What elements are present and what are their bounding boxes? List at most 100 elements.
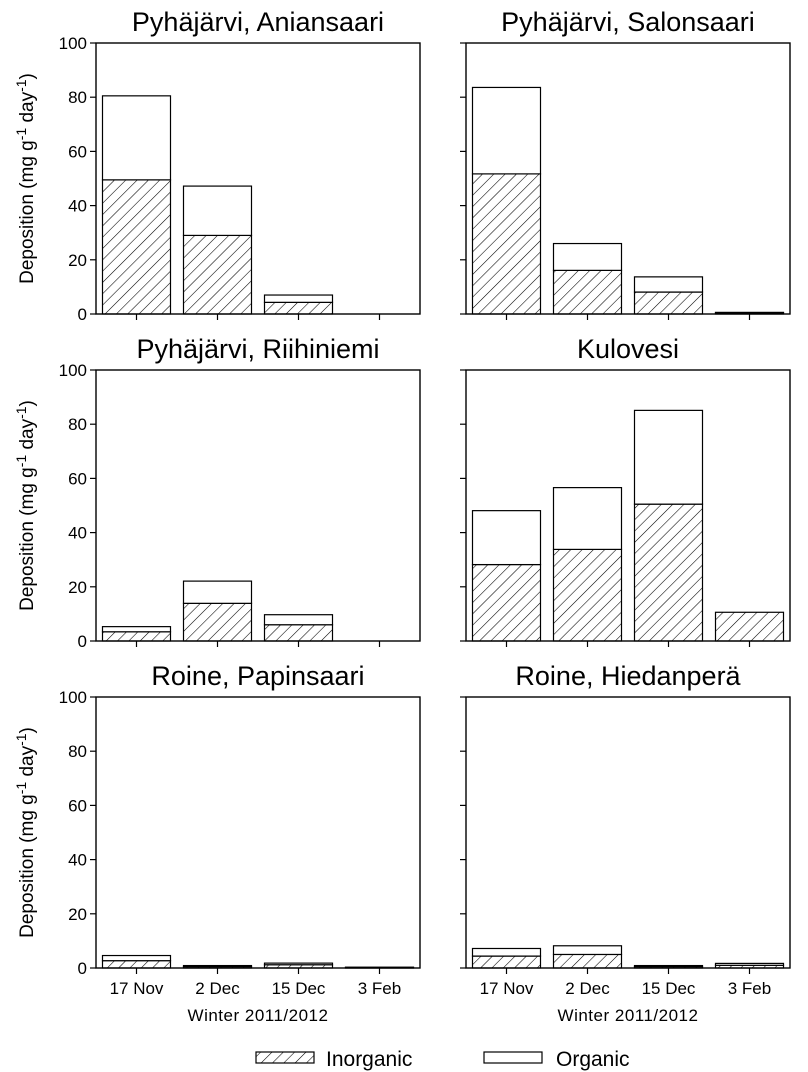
panel-pyhajarvi-salonsaari: Pyhäjärvi, Salonsaari [460,7,791,320]
x-tick-label: 3 Feb [358,979,401,998]
bar-inorganic-17-nov [471,173,542,315]
bar-inorganic-17-nov [471,563,542,642]
bar-inorganic-2-dec [182,234,253,315]
y-tick-label: 80 [68,742,87,761]
y-axis-label-superscript: -1 [13,406,29,419]
plot-frame [95,369,421,642]
y-axis-label: Deposition (mg g-1 day-1) [13,400,38,611]
bar-inorganic-15-dec [263,624,334,642]
legend-inorganic-swatch [255,1051,315,1064]
y-axis-label-text: day [17,91,38,127]
panel-kulovesi: Kulovesi [460,334,791,647]
x-tick-label: 2 Dec [195,979,240,998]
bar-organic-15-dec [633,964,704,968]
y-axis-label-superscript: -1 [13,455,29,468]
y-tick-label: 0 [78,959,87,978]
x-axis-label: Winter 2011/2012 [558,1006,699,1025]
bar-inorganic-15-dec [263,301,334,315]
bar-organic-3-feb [714,962,785,966]
bar-inorganic-17-nov [101,631,172,642]
bar-organic-17-nov [471,86,542,175]
bar-organic-2-dec [552,242,623,271]
bar-inorganic-2-dec [552,953,623,969]
x-tick-label: 15 Dec [272,979,326,998]
bar-inorganic-17-nov [101,960,172,969]
y-axis-label-text: Deposition (mg g [17,794,38,938]
bar-organic-2-dec [182,964,253,968]
y-tick-label: 40 [68,197,87,216]
bar-organic-2-dec [182,185,253,237]
y-axis-label-superscript: -1 [13,79,29,92]
y-tick-label: 100 [59,34,87,53]
panel-title: Kulovesi [577,334,679,364]
y-tick-label: 40 [68,851,87,870]
bar-organic-2-dec [552,945,623,956]
y-tick-label: 60 [68,142,87,161]
legend: Inorganic Organic [255,1048,630,1071]
plot-frame [465,42,791,315]
panel-pyhajarvi-riihiniemi: Pyhäjärvi, Riihiniemi 0 20 40 60 80 100 Deposit… [13,334,421,651]
bar-organic-15-dec [263,294,334,303]
legend-organic-label: Organic [556,1048,630,1071]
y-axis-label-superscript: -1 [13,782,29,795]
plot-frame [465,369,791,642]
panel-pyhajarvi-aniansaari: Pyhäjärvi, Aniansaari 0 20 40 60 80 100 Deposit… [13,7,421,324]
y-tick-label: 20 [68,251,87,270]
bar-inorganic-2-dec [182,602,253,642]
y-tick-label: 80 [68,88,87,107]
bar-inorganic-17-nov [101,179,172,315]
bar-organic-17-nov [471,510,542,566]
bar-inorganic-2-dec [552,548,623,642]
bar-organic-3-feb [714,311,785,314]
y-tick-label: 20 [68,578,87,597]
bar-organic-15-dec [263,962,334,966]
x-tick-label: 2 Dec [565,979,610,998]
y-tick-label: 100 [59,688,87,707]
y-tick-label: 60 [68,796,87,815]
bar-organic-17-nov [101,954,172,962]
bar-organic-2-dec [552,487,623,551]
y-axis-label-text: Deposition (mg g [17,467,38,611]
bar-inorganic-17-nov [471,955,542,969]
bar-organic-17-nov [471,947,542,957]
bar-organic-2-dec [182,580,253,604]
y-axis-label-superscript: -1 [13,128,29,141]
x-tick-label: 17 Nov [480,979,534,998]
y-axis-label-text: day [17,418,38,454]
plot-frame [465,696,791,969]
y-axis-label: Deposition (mg g-1 day-1) [13,73,38,284]
panel-title: Pyhäjärvi, Salonsaari [501,7,755,37]
y-axis-label-text: ) [17,400,38,406]
x-tick-label: 17 Nov [110,979,164,998]
bar-organic-17-nov [101,95,172,181]
y-tick-label: 60 [68,469,87,488]
legend-inorganic-label: Inorganic [326,1048,412,1071]
panel-title: Pyhäjärvi, Aniansaari [132,7,384,37]
y-tick-label: 20 [68,905,87,924]
bar-organic-15-dec [263,614,334,626]
x-axis-label: Winter 2011/2012 [188,1006,329,1025]
panel-title: Roine, Hiedanperä [515,661,741,691]
bar-inorganic-3-feb [714,611,785,642]
panel-title: Roine, Papinsaari [151,661,364,691]
y-tick-label: 100 [59,361,87,380]
bar-inorganic-15-dec [633,291,704,315]
bar-organic-15-dec [633,409,704,505]
bar-inorganic-15-dec [633,503,704,642]
y-tick-label: 0 [78,305,87,324]
panel-roine-papinsaari: Roine, Papinsaari 0 20 40 60 80 100 17 Nov 2 Dec… [13,661,421,1025]
plot-frame [95,696,421,969]
panel-roine-hiedanpera: Roine, Hiedanperä 17 Nov 2 Dec 15 Dec 3 Feb W… [460,661,791,1025]
y-axis-label: Deposition (mg g-1 day-1) [13,727,38,938]
y-tick-label: 80 [68,415,87,434]
bar-organic-15-dec [633,276,704,293]
y-tick-label: 40 [68,524,87,543]
y-axis-label-superscript: -1 [13,733,29,746]
bar-organic-17-nov [101,626,172,633]
x-tick-label: 3 Feb [728,979,771,998]
y-axis-label-text: Deposition (mg g [17,140,38,284]
y-axis-label-text: ) [17,727,38,733]
y-tick-label: 0 [78,632,87,651]
panel-title: Pyhäjärvi, Riihiniemi [136,334,379,364]
